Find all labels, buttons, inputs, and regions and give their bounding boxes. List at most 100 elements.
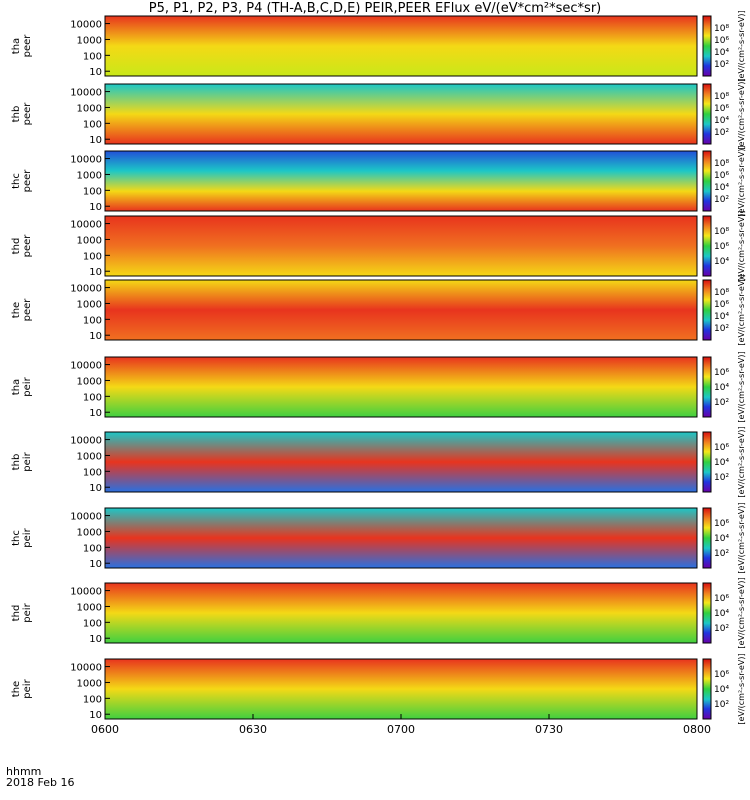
ytick-label: 10 bbox=[89, 202, 102, 213]
xtick-label: 0600 bbox=[91, 723, 119, 736]
colorbar-tick-label: 10² bbox=[714, 473, 729, 483]
panel-frame-3 bbox=[104, 150, 698, 212]
spectrogram-panel-6 bbox=[105, 357, 697, 417]
xtick-label: 0800 bbox=[683, 723, 711, 736]
ytick-label: 10 bbox=[89, 710, 102, 721]
ytick-label: 10 bbox=[89, 634, 102, 645]
panel-frame-2 bbox=[104, 83, 698, 145]
colorbar-tick-label: 10⁶ bbox=[714, 368, 729, 378]
panel-ylabel-7: thbpeir bbox=[11, 451, 33, 471]
colorbar-tick-label: 10² bbox=[714, 324, 729, 334]
colorbar-6 bbox=[702, 356, 712, 418]
ytick-label: 10000 bbox=[70, 155, 102, 166]
colorbar-10 bbox=[702, 658, 712, 720]
colorbar-4 bbox=[702, 215, 712, 277]
ytick-label: 100 bbox=[83, 467, 102, 478]
colorbar-9 bbox=[702, 582, 712, 644]
spectrogram-panel-7 bbox=[105, 432, 697, 492]
colorbar-tick-label: 10² bbox=[714, 549, 729, 559]
ytick-label: 10000 bbox=[70, 88, 102, 99]
colorbar-side-label: [eV/(cm²-s-sr-eV)] bbox=[737, 502, 746, 573]
colorbar-tick-label: 10⁴ bbox=[714, 257, 729, 267]
panel-ylabel-4: thdpeer bbox=[11, 234, 33, 258]
colorbar-tick-label: 10⁴ bbox=[714, 48, 729, 58]
ytick-label: 100 bbox=[83, 618, 102, 629]
ytick-label: 100 bbox=[83, 543, 102, 554]
colorbar-side-label: [eV/(cm²-s-sr-eV)] bbox=[737, 274, 746, 345]
ytick-label: 10000 bbox=[70, 220, 102, 231]
panel-ylabel-5: thepeer bbox=[11, 298, 33, 322]
panel-frame-5 bbox=[104, 279, 698, 341]
colorbar-tick-label: 10⁴ bbox=[714, 534, 729, 544]
panel-ylabel-8: thcpeir bbox=[11, 527, 33, 547]
ytick-label: 1000 bbox=[77, 527, 102, 538]
colorbar-tick-label: 10⁴ bbox=[714, 116, 729, 126]
ytick-label: 100 bbox=[83, 392, 102, 403]
ytick-label: 10 bbox=[89, 483, 102, 494]
colorbar-tick-label: 10⁶ bbox=[714, 519, 729, 529]
colorbar-tick-label: 10⁴ bbox=[714, 383, 729, 393]
colorbar-7 bbox=[702, 431, 712, 493]
spectrogram-panel-3 bbox=[105, 151, 697, 211]
colorbar-tick-label: 10⁸ bbox=[714, 227, 729, 237]
ytick-label: 100 bbox=[83, 694, 102, 705]
colorbar-side-label: [eV/(cm²-s-sr-eV)] bbox=[737, 78, 746, 149]
spectrogram-panel-9 bbox=[105, 583, 697, 643]
colorbar-tick-label: 10⁶ bbox=[714, 36, 729, 46]
spectrogram-panel-5 bbox=[105, 280, 697, 340]
spectrogram-panel-4 bbox=[105, 216, 697, 276]
ytick-label: 10 bbox=[89, 408, 102, 419]
ytick-label: 1000 bbox=[77, 451, 102, 462]
colorbar-1 bbox=[702, 15, 712, 77]
ytick-label: 1000 bbox=[77, 35, 102, 46]
colorbar-tick-label: 10⁴ bbox=[714, 312, 729, 322]
ytick-label: 10000 bbox=[70, 663, 102, 674]
panel-frame-4 bbox=[104, 215, 698, 277]
colorbar-side-label: [eV/(cm²-s-sr-eV)] bbox=[737, 351, 746, 422]
colorbar-side-label: [eV/(cm²-s-sr-eV)] bbox=[737, 210, 746, 281]
colorbar-tick-label: 10⁶ bbox=[714, 594, 729, 604]
ytick-label: 100 bbox=[83, 119, 102, 130]
ytick-label: 1000 bbox=[77, 678, 102, 689]
colorbar-tick-label: 10⁴ bbox=[714, 685, 729, 695]
colorbar-tick-label: 10² bbox=[714, 195, 729, 205]
xtick-label: 0730 bbox=[535, 723, 563, 736]
colorbar-tick-label: 10² bbox=[714, 398, 729, 408]
colorbar-tick-label: 10⁸ bbox=[714, 24, 729, 34]
panel-ylabel-3: thcpeer bbox=[11, 169, 33, 193]
colorbar-8 bbox=[702, 507, 712, 569]
colorbar-tick-label: 10² bbox=[714, 624, 729, 634]
ytick-label: 10000 bbox=[70, 512, 102, 523]
panel-frame-9 bbox=[104, 582, 698, 644]
colorbar-side-label: [eV/(cm²-s-sr-eV)] bbox=[737, 653, 746, 724]
colorbar-side-label: [eV/(cm²-s-sr-eV)] bbox=[737, 577, 746, 648]
colorbar-tick-label: 10⁶ bbox=[714, 300, 729, 310]
colorbar-2 bbox=[702, 83, 712, 145]
ytick-label: 10000 bbox=[70, 284, 102, 295]
spectrogram-panel-2 bbox=[105, 84, 697, 144]
colorbar-tick-label: 10⁶ bbox=[714, 443, 729, 453]
ytick-label: 10 bbox=[89, 67, 102, 78]
ytick-label: 1000 bbox=[77, 103, 102, 114]
colorbar-tick-label: 10⁸ bbox=[714, 288, 729, 298]
ytick-label: 1000 bbox=[77, 602, 102, 613]
colorbar-tick-label: 10⁴ bbox=[714, 458, 729, 468]
panel-ylabel-6: thapeir bbox=[11, 376, 33, 396]
colorbar-tick-label: 10⁶ bbox=[714, 104, 729, 114]
ytick-label: 10000 bbox=[70, 587, 102, 598]
panel-frame-1 bbox=[104, 15, 698, 77]
x-date-label: 2018 Feb 16 bbox=[6, 776, 75, 789]
ytick-label: 10 bbox=[89, 559, 102, 570]
colorbar-tick-label: 10⁶ bbox=[714, 171, 729, 181]
colorbar-side-label: [eV/(cm²-s-sr-eV)] bbox=[737, 426, 746, 497]
ytick-label: 10 bbox=[89, 267, 102, 278]
spectrogram-panel-10 bbox=[105, 659, 697, 719]
colorbar-tick-label: 10⁴ bbox=[714, 183, 729, 193]
colorbar-tick-label: 10² bbox=[714, 60, 729, 70]
colorbar-tick-label: 10⁸ bbox=[714, 159, 729, 169]
ytick-label: 10000 bbox=[70, 361, 102, 372]
panel-frame-8 bbox=[104, 507, 698, 569]
colorbar-tick-label: 10² bbox=[714, 700, 729, 710]
xtick-label: 0700 bbox=[387, 723, 415, 736]
